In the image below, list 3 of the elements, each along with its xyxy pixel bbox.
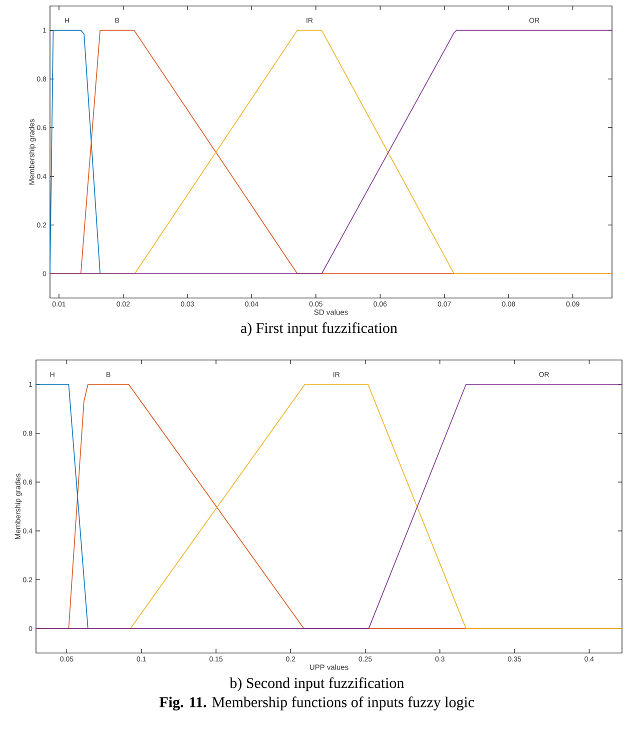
text: a) First input fuzzification: [240, 322, 398, 336]
text: Fig. 11. Membership functions of inputs fuzzy logic: [159, 696, 474, 710]
text: b) Second input fuzzification: [230, 677, 404, 692]
